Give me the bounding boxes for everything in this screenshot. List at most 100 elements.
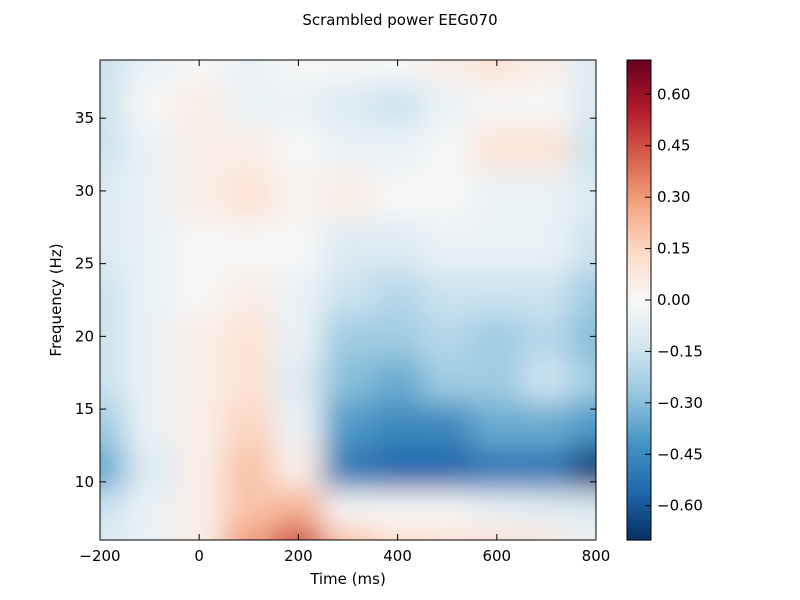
heatmap-cell [521,270,573,316]
colorbar-stripe [627,524,651,529]
colorbar-stripe [627,536,651,541]
heatmap-cell [100,358,126,403]
heatmap-cell [521,125,573,171]
colorbar-stripe [627,116,651,121]
heatmap-cell [521,169,573,221]
heatmap-cell [422,358,473,403]
colorbar-stripe [627,124,651,129]
colorbar-stripe [627,296,651,301]
heatmap-cell [472,525,523,540]
colorbar-gradient [627,60,651,541]
heatmap-cell [422,445,473,491]
heatmap-cell [422,169,473,221]
heatmap-cell [521,314,573,360]
colorbar-stripe [627,448,651,453]
colorbar-stripe [627,376,651,381]
colorbar-stripe [627,208,651,213]
heatmap-cell [422,314,473,360]
colorbar-stripe [627,472,651,477]
colorbar-stripe [627,476,651,481]
heatmap-cell [372,525,424,540]
heatmap-cell [521,220,573,272]
colorbar-tick-label: −0.15 [657,342,703,360]
colorbar-stripe [627,252,651,257]
y-tick-label: 30 [75,182,94,200]
heatmap-cell [571,270,596,316]
heatmap-cell [224,445,275,491]
y-tick-label: 25 [75,255,94,273]
colorbar-stripe [627,84,651,89]
colorbar-stripe [627,164,651,169]
colorbar-stripe [627,432,651,437]
heatmap-cell [124,525,176,540]
colorbar-stripe [627,96,651,101]
colorbar-stripe [627,484,651,489]
colorbar-stripe [627,144,651,149]
colorbar-stripe [627,408,651,413]
heatmap-cell [372,81,424,127]
colorbar-stripe [627,312,651,317]
heatmap-cell [124,401,176,447]
heatmap-cell [174,401,225,447]
colorbar-stripe [627,248,651,253]
y-axis-label: Frequency (Hz) [47,243,65,356]
heatmap-cell [174,489,225,527]
colorbar-stripe [627,220,651,225]
plot-frame [99,59,597,541]
heatmap-cell [323,270,374,316]
colorbar-stripe [627,76,651,81]
colorbar-stripe [627,228,651,233]
heatmap-cell [174,125,225,171]
heatmap-cell [224,314,275,360]
heatmap-cell [124,60,176,83]
colorbar-stripe [627,104,651,109]
colorbar-stripe [627,188,651,193]
colorbar-stripe [627,460,651,465]
colorbar-stripe [627,440,651,445]
heatmap-cell [174,270,225,316]
x-axis-label: Time (ms) [309,570,386,588]
colorbar-stripe [627,340,651,345]
colorbar-stripe [627,236,651,241]
heatmap-cell [422,60,473,83]
heatmap-cell [273,60,325,83]
colorbar-ticks: −0.60 −0.45 −0.30 −0.15 0.00 0.15 0.30 0.45 0.60 [645,85,703,515]
colorbar-stripe [627,500,651,505]
heatmap-cell [571,358,596,403]
colorbar-tick-label: −0.60 [657,497,703,515]
x-tick-label: 800 [582,547,611,565]
colorbar-stripe [627,424,651,429]
heatmap-cell [521,60,573,83]
heatmap-cell [224,169,275,221]
colorbar-stripe [627,168,651,173]
colorbar: −0.60 −0.45 −0.30 −0.15 0.00 0.15 0.30 0.45 0.60 [626,59,703,541]
colorbar-stripe [627,504,651,509]
colorbar-stripe [627,348,651,353]
heatmap-cell [323,358,374,403]
heatmap-cell [174,60,225,83]
chart-title: Scrambled power EEG070 [302,11,497,29]
heatmap-cell [472,270,523,316]
heatmap-cell [372,60,424,83]
colorbar-stripe [627,380,651,385]
x-tick-label: −200 [79,547,120,565]
colorbar-stripe [627,272,651,277]
heatmap-cell [100,445,126,491]
colorbar-stripe [627,352,651,357]
colorbar-stripe [627,128,651,133]
y-tick-label: 35 [75,109,94,127]
heatmap-cell [372,169,424,221]
heatmap-cell [100,60,126,83]
heatmap-cell [422,525,473,540]
colorbar-stripe [627,368,651,373]
colorbar-stripe [627,156,651,161]
colorbar-stripe [627,320,651,325]
heatmap-cell [372,220,424,272]
colorbar-stripe [627,132,651,137]
colorbar-stripe [627,372,651,377]
colorbar-stripe [627,512,651,517]
heatmap-cell [571,169,596,221]
colorbar-stripe [627,240,651,245]
x-tick-label: 0 [194,547,204,565]
colorbar-stripe [627,148,651,153]
